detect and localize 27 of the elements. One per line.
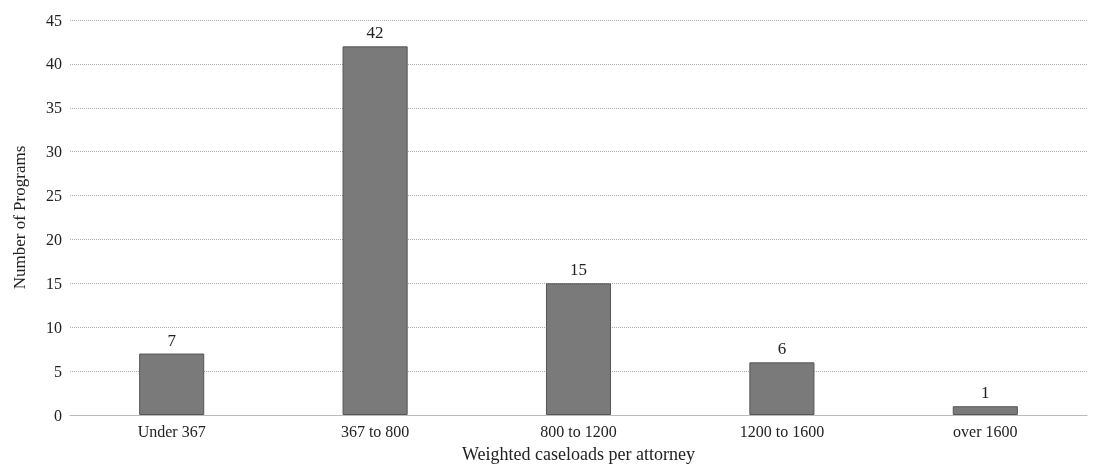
x-tick-label: 367 to 800: [340, 422, 410, 440]
y-axis-title: Number of Programs: [10, 145, 29, 290]
y-tick-label: 30: [46, 143, 62, 161]
bar: [952, 406, 1018, 415]
x-tick-label: Under 367: [137, 422, 206, 440]
bar: [749, 362, 815, 415]
y-tick-label: 25: [46, 187, 62, 205]
data-label: 7: [167, 330, 177, 350]
x-tick-label: over 1600: [953, 422, 1018, 440]
data-label: 6: [777, 339, 787, 359]
y-tick-label: 45: [46, 11, 62, 29]
data-label: 42: [366, 23, 384, 43]
y-tick-label: 15: [46, 274, 62, 292]
y-tick-label: 40: [46, 55, 62, 73]
x-axis-title: Weighted caseloads per attorney: [462, 444, 695, 464]
bar: [342, 46, 408, 415]
data-label: 1: [981, 383, 990, 403]
bar: [139, 353, 205, 415]
y-tick-label: 10: [46, 318, 62, 336]
x-tick-label: 1200 to 1600: [739, 422, 825, 440]
y-tick-label: 0: [54, 406, 62, 424]
y-tick-label: 5: [54, 362, 62, 380]
y-tick-label: 20: [46, 230, 62, 248]
y-tick-label: 35: [46, 99, 62, 117]
x-tick-label: 800 to 1200: [540, 422, 617, 440]
bar: [545, 283, 612, 415]
data-label: 15: [570, 260, 587, 280]
